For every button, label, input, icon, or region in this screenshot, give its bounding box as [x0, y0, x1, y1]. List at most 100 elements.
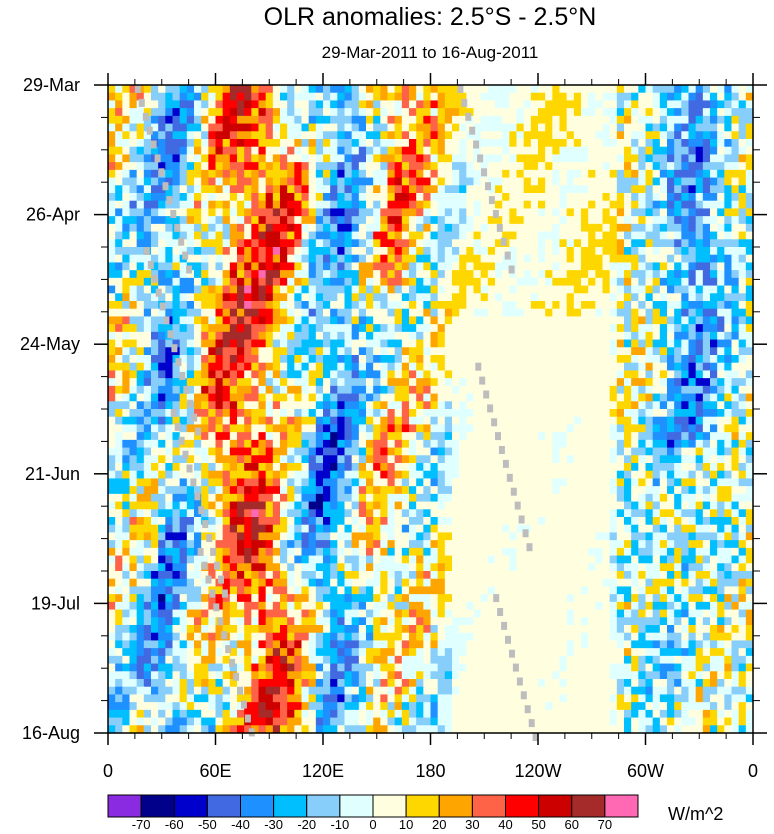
- field-cell: [208, 277, 217, 287]
- field-cell: [272, 347, 281, 356]
- field-cell: [179, 470, 188, 480]
- field-cell: [172, 470, 181, 480]
- field-cell: [502, 486, 510, 495]
- field-cell: [215, 162, 224, 171]
- field-cell: [724, 85, 733, 94]
- field-cell: [717, 208, 725, 217]
- field-cell: [122, 247, 131, 256]
- field-cell: [674, 154, 682, 163]
- field-cell: [265, 470, 274, 480]
- field-cell: [523, 115, 532, 125]
- field-cell: [136, 509, 145, 518]
- field-cell: [652, 308, 661, 318]
- field-cell: [151, 239, 159, 248]
- field-cell: [667, 308, 675, 318]
- field-cell: [315, 370, 324, 379]
- field-cell: [315, 324, 324, 333]
- field-cell: [552, 439, 561, 449]
- field-cell: [538, 169, 546, 179]
- field-cell: [545, 254, 553, 264]
- field-cell: [358, 409, 367, 418]
- field-cell: [495, 409, 503, 418]
- field-cell: [366, 455, 374, 464]
- field-cell: [724, 262, 733, 271]
- field-cell: [416, 200, 424, 210]
- field-cell: [358, 424, 367, 433]
- field-cell: [344, 301, 353, 310]
- field-cell: [258, 85, 267, 94]
- field-cell: [280, 131, 288, 140]
- field-cell: [710, 486, 718, 495]
- field-cell: [301, 378, 310, 387]
- field-cell: [552, 301, 561, 310]
- field-cell: [122, 339, 131, 348]
- field-cell: [330, 478, 338, 487]
- field-cell: [710, 393, 718, 402]
- field-cell: [323, 324, 331, 333]
- field-cell: [430, 347, 439, 356]
- field-cell: [165, 493, 174, 503]
- field-cell: [710, 478, 718, 487]
- field-cell: [609, 200, 618, 210]
- field-cell: [538, 486, 546, 495]
- field-cell: [323, 285, 331, 294]
- field-cell: [344, 331, 353, 341]
- field-cell: [323, 463, 331, 472]
- field-cell: [186, 139, 195, 148]
- field-cell: [573, 362, 582, 372]
- field-cell: [143, 308, 152, 318]
- field-cell: [545, 146, 553, 156]
- field-cell: [444, 254, 453, 264]
- field-cell: [165, 393, 174, 402]
- field-cell: [652, 385, 661, 395]
- field-cell: [280, 355, 288, 364]
- field-cell: [251, 362, 260, 372]
- field-cell: [559, 439, 568, 449]
- field-cell: [616, 463, 625, 472]
- field-cell: [710, 223, 718, 233]
- field-cell: [280, 409, 288, 418]
- field-cell: [158, 308, 166, 318]
- field-cell: [624, 247, 632, 256]
- field-cell: [294, 478, 303, 487]
- field-cell: [430, 193, 439, 202]
- field-cell: [516, 285, 525, 294]
- field-cell: [151, 447, 159, 456]
- field-cell: [287, 331, 295, 341]
- field-cell: [108, 378, 116, 387]
- field-cell: [430, 401, 439, 410]
- field-cell: [480, 409, 489, 418]
- field-cell: [710, 247, 718, 256]
- field-cell: [287, 355, 295, 364]
- field-cell: [437, 146, 446, 156]
- field-cell: [201, 177, 209, 186]
- field-cell: [459, 409, 467, 418]
- field-cell: [201, 401, 209, 410]
- field-cell: [237, 223, 245, 233]
- field-cell: [387, 131, 396, 140]
- field-cell: [201, 432, 209, 441]
- field-cell: [559, 378, 568, 387]
- field-cell: [731, 331, 740, 341]
- field-cell: [366, 200, 374, 210]
- field-cell: [717, 347, 725, 356]
- field-cell: [315, 162, 324, 171]
- field-cell: [573, 92, 582, 102]
- field-cell: [595, 108, 604, 117]
- field-cell: [151, 308, 159, 318]
- field-cell: [523, 355, 532, 364]
- field-cell: [380, 100, 389, 109]
- field-cell: [337, 115, 346, 125]
- field-cell: [115, 223, 123, 233]
- field-cell: [401, 362, 410, 372]
- field-cell: [215, 115, 224, 125]
- field-cell: [136, 432, 145, 441]
- field-cell: [602, 308, 611, 318]
- field-cell: [738, 277, 747, 287]
- field-cell: [351, 493, 360, 503]
- field-cell: [194, 416, 202, 426]
- field-cell: [186, 293, 195, 302]
- field-cell: [294, 409, 303, 418]
- field-cell: [330, 216, 338, 225]
- field-cell: [351, 331, 360, 341]
